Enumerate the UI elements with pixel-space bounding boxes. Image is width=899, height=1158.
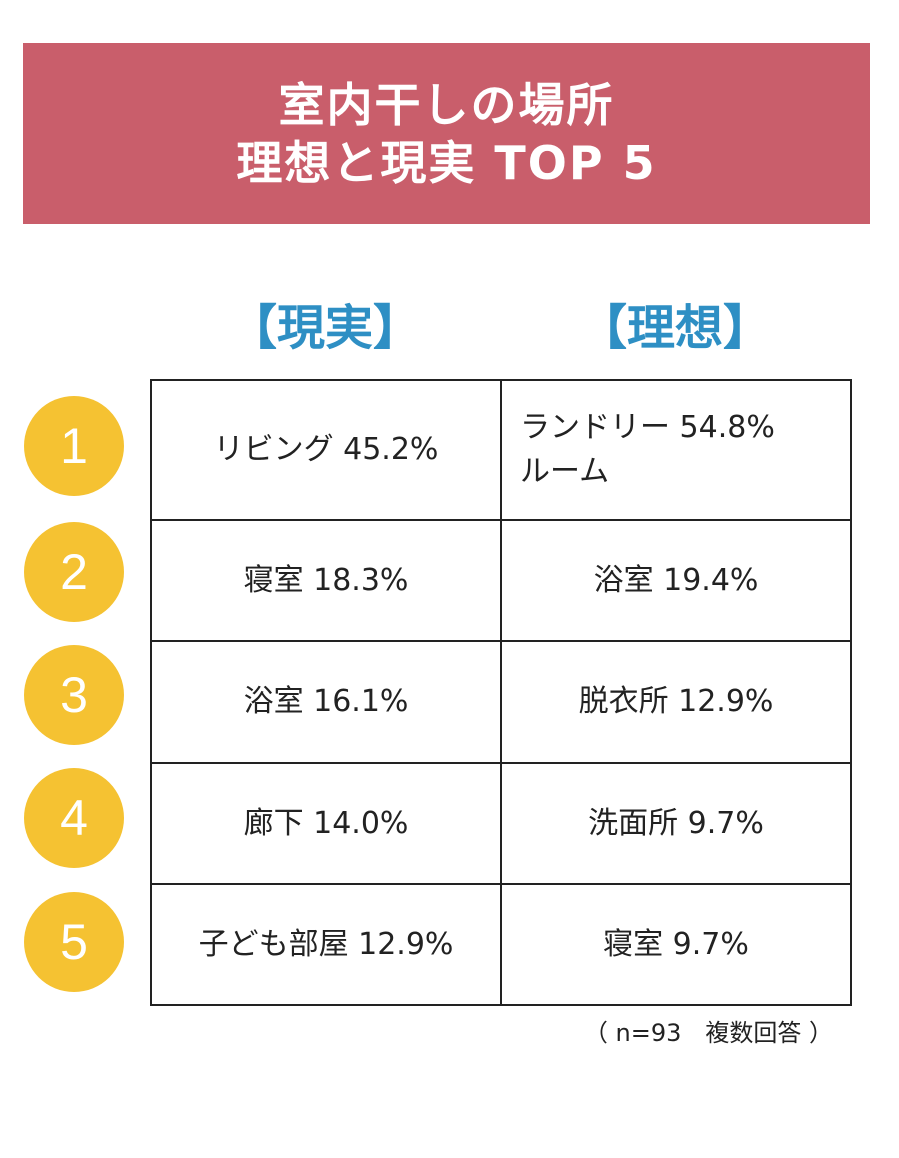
sample-size-note: （ n=93 複数回答 ）	[583, 1019, 833, 1047]
reality-cell: 廊下 14.0%	[150, 762, 502, 885]
rank-badge-5: 5	[24, 892, 124, 992]
table-row: リビング 45.2% ランドリー 54.8% ルーム	[150, 379, 852, 521]
rank-badge-4: 4	[24, 768, 124, 868]
table-row: 浴室 16.1% 脱衣所 12.9%	[150, 640, 852, 764]
reality-cell: 子ども部屋 12.9%	[150, 883, 502, 1006]
table-row: 寝室 18.3% 浴室 19.4%	[150, 519, 852, 642]
reality-cell: リビング 45.2%	[150, 379, 502, 521]
reality-cell: 寝室 18.3%	[150, 519, 502, 642]
rank-badge-2: 2	[24, 522, 124, 622]
rank-badge-3: 3	[24, 645, 124, 745]
title-line-1: 室内干しの場所	[278, 77, 615, 132]
ideal-cell: ランドリー 54.8% ルーム	[500, 379, 852, 521]
column-heading-ideal: 【理想】	[578, 300, 771, 356]
rank-badge-1: 1	[24, 396, 124, 496]
table-row: 子ども部屋 12.9% 寝室 9.7%	[150, 883, 852, 1006]
ideal-cell: 脱衣所 12.9%	[500, 640, 852, 764]
table-row: 廊下 14.0% 洗面所 9.7%	[150, 762, 852, 885]
column-heading-reality: 【現実】	[228, 300, 421, 356]
reality-cell: 浴室 16.1%	[150, 640, 502, 764]
ideal-cell: 寝室 9.7%	[500, 883, 852, 1006]
ideal-cell: 洗面所 9.7%	[500, 762, 852, 885]
ideal-cell: 浴室 19.4%	[500, 519, 852, 642]
title-banner: 室内干しの場所 理想と現実 TOP 5	[23, 43, 870, 224]
title-line-2: 理想と現実 TOP 5	[236, 135, 657, 190]
ranking-table: リビング 45.2% ランドリー 54.8% ルーム 寝室 18.3% 浴室 1…	[150, 379, 852, 1006]
